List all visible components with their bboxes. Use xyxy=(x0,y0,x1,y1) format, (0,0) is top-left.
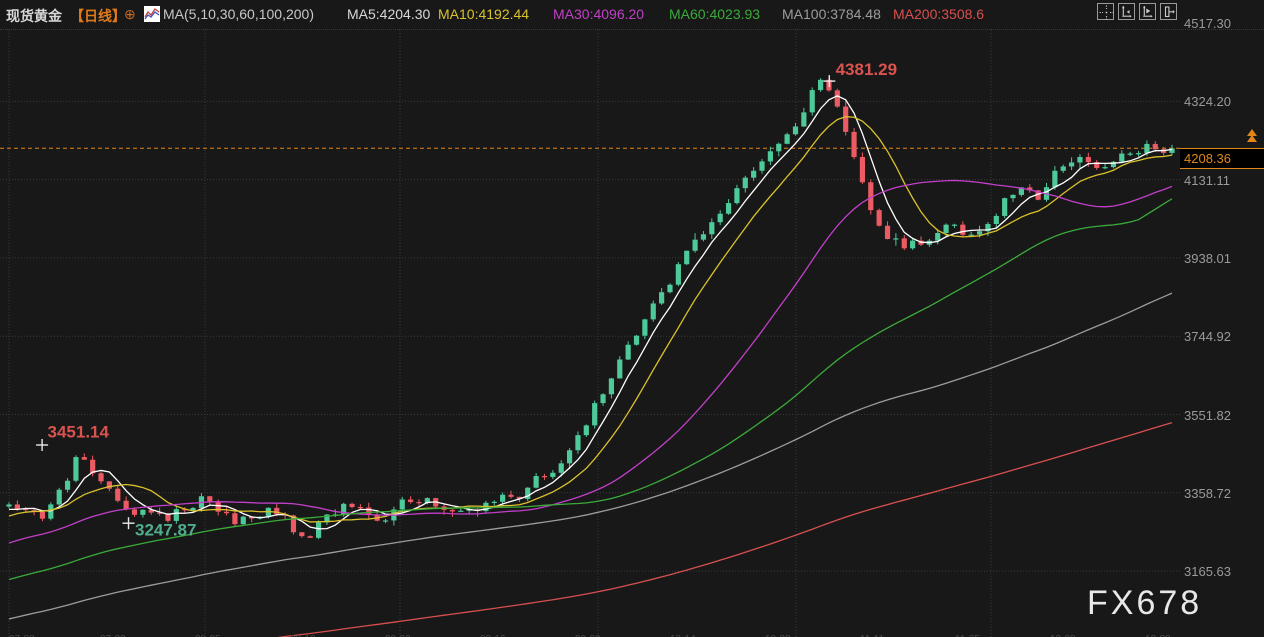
svg-text:3247.87: 3247.87 xyxy=(135,521,196,540)
svg-text:3451.14: 3451.14 xyxy=(48,422,110,441)
svg-text:4381.29: 4381.29 xyxy=(836,60,897,79)
